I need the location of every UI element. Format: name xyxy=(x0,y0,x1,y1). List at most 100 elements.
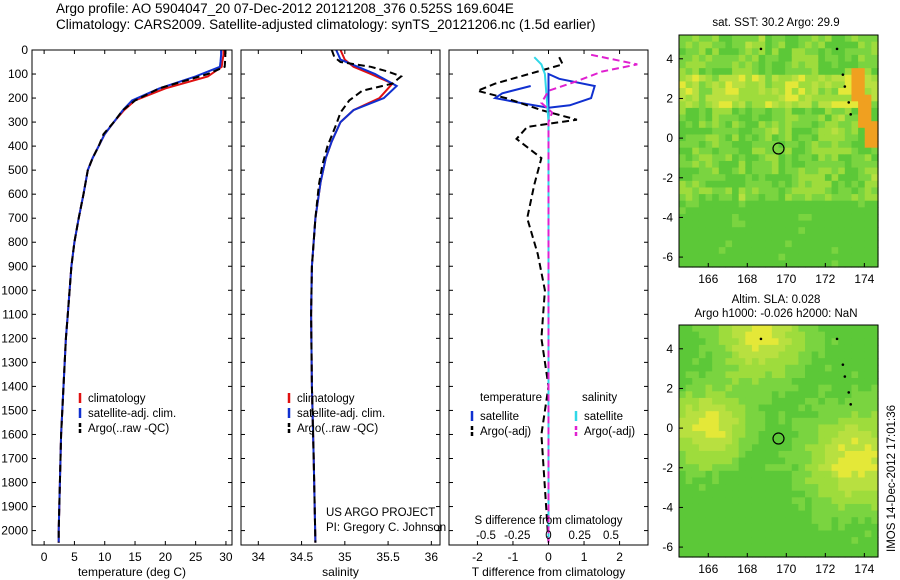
map_sst-cell xyxy=(838,247,846,255)
map_sst-cell xyxy=(838,167,846,175)
map_sla-cell xyxy=(838,391,846,399)
map_sst-cell xyxy=(831,81,839,89)
map_sla-cell xyxy=(765,391,773,399)
map_sst-cell xyxy=(844,220,853,228)
map_sla-cell xyxy=(692,344,700,353)
map_sla-cell xyxy=(844,391,853,399)
salinity-x-tick-label: 34.5 xyxy=(290,550,314,564)
map_sla-cell xyxy=(798,503,806,512)
map_sla-cell xyxy=(751,338,760,346)
map_sla-cell xyxy=(745,364,753,372)
map_sst-cell xyxy=(771,48,780,56)
map_sla-cell xyxy=(791,550,799,558)
map_sla-cell xyxy=(765,457,773,465)
map_sst-cell xyxy=(732,54,740,63)
map_sla-cell xyxy=(738,411,746,419)
y-tick-label-200: 200 xyxy=(8,91,28,105)
map_sst-cell xyxy=(831,94,839,102)
map_sst-cell xyxy=(679,167,687,175)
map_sst-cell xyxy=(745,121,753,129)
map_sla-cell xyxy=(745,450,753,459)
map_sst-cell xyxy=(751,141,760,149)
map_sla-cell xyxy=(864,490,872,498)
map_sla-cell xyxy=(818,503,826,512)
map_sst-cell xyxy=(765,213,773,222)
map_sst-cell xyxy=(785,121,793,129)
map_sst-cell xyxy=(798,121,806,129)
map_sla-cell xyxy=(725,384,733,392)
map_sla-cell xyxy=(679,364,687,372)
map_sla-cell xyxy=(705,510,713,518)
map_sst-cell xyxy=(871,141,879,149)
map_sla-cell xyxy=(738,358,746,366)
map_sla-cell xyxy=(712,417,720,426)
map_sla-cell xyxy=(758,484,766,492)
map_sst-cell xyxy=(831,74,839,82)
map_sla-cell xyxy=(712,550,720,558)
map_sst-cell xyxy=(679,180,687,189)
map_sst-cell xyxy=(738,213,746,222)
map_sst-cell xyxy=(805,253,813,261)
map_sla-cell xyxy=(851,530,859,538)
map_sla-cell xyxy=(791,325,799,333)
map_sla-cell xyxy=(732,351,740,359)
map_sst-cell xyxy=(818,61,826,69)
map_sla-cell xyxy=(871,364,879,372)
map_sla-cell xyxy=(771,325,780,333)
map_sla-cell xyxy=(818,457,826,465)
map_sst-cell xyxy=(765,74,773,82)
map_sst-cell xyxy=(851,167,859,175)
map_sla-cell xyxy=(698,497,707,505)
map_sla-cell xyxy=(738,331,746,339)
map_sla-cell xyxy=(864,325,872,333)
map_sst-cell xyxy=(745,220,753,228)
map_sla-cell xyxy=(785,530,793,538)
map_sst-cell xyxy=(798,194,806,202)
map_sla-cell xyxy=(758,464,766,472)
map_sla-cell xyxy=(785,470,793,479)
map_sst-cell xyxy=(725,48,733,56)
map_sla-cell xyxy=(871,331,879,339)
map_sla-cell xyxy=(785,338,793,346)
map_sla-cell xyxy=(732,543,740,551)
map_sla-cell xyxy=(785,543,793,551)
map_sla-cell xyxy=(765,550,773,558)
map_sla-cell xyxy=(732,550,740,558)
map_sla-cell xyxy=(732,523,740,532)
map_sla-cell xyxy=(778,391,786,399)
map_sst-cell xyxy=(758,233,766,242)
map_sst-cell xyxy=(705,180,713,189)
map_sst-cell xyxy=(765,121,773,129)
map_sla-cell xyxy=(679,450,687,459)
map_sla-cell xyxy=(858,371,866,379)
map_sst-cell xyxy=(785,134,793,142)
map_sla-cell xyxy=(751,437,760,445)
map_sla-cell xyxy=(778,450,786,459)
map_sla-cell xyxy=(824,391,833,399)
map_sst-cell xyxy=(838,220,846,228)
map_sla-cell xyxy=(818,517,826,525)
map_sst-cell xyxy=(771,207,780,215)
map_sst-cell xyxy=(758,127,766,136)
map_sst-cell xyxy=(679,81,687,89)
map_sla-cell xyxy=(771,404,780,412)
map_sst-cell xyxy=(818,220,826,228)
map_sst-cell xyxy=(838,114,846,122)
map_sst-cell xyxy=(692,101,700,109)
map_sst-cell xyxy=(778,61,786,69)
map_sla-cell xyxy=(811,358,819,366)
map_sst-cell xyxy=(858,127,866,136)
map_sla-cell xyxy=(824,510,833,518)
map_sst-cell xyxy=(851,114,859,122)
map_sst-cell xyxy=(838,260,846,268)
map_sla-cell xyxy=(692,537,700,545)
map_sst-cell xyxy=(758,194,766,202)
map_sst-cell xyxy=(818,194,826,202)
map_sst-cell xyxy=(732,240,740,248)
map_sla-cell xyxy=(844,464,853,472)
map_sla-cell xyxy=(811,331,819,339)
map_sla-cell xyxy=(692,411,700,419)
map_sst-cell xyxy=(871,68,879,76)
map_sla-cell xyxy=(732,464,740,472)
map_sla-cell xyxy=(771,523,780,532)
